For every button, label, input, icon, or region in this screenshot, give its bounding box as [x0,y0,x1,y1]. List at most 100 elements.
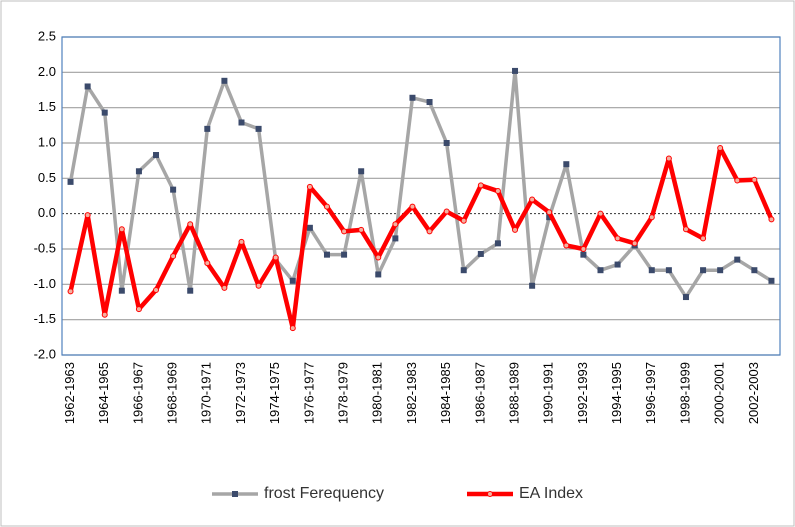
point-marker [597,210,604,217]
point-marker [460,267,467,274]
x-tick-label: 1976-1977 [301,362,316,424]
point-marker [717,144,724,151]
point-marker [477,182,484,189]
point-marker [358,168,365,175]
x-tick-label: 1986-1987 [472,362,487,424]
point-marker [409,203,416,210]
point-marker [187,287,194,294]
point-marker [648,214,655,221]
point-marker [443,140,450,146]
point-marker [341,251,348,258]
x-tick-label: 1962-1963 [62,362,77,424]
point-marker [84,83,91,90]
x-tick-label: 2000-2001 [712,362,727,424]
point-marker [665,267,672,274]
y-tick-label: -1.0 [34,276,56,291]
point-marker [768,216,775,223]
point-marker [204,260,211,267]
point-marker [306,224,313,231]
point-marker [682,294,689,301]
point-marker [529,282,536,289]
point-marker [118,226,125,233]
point-marker [341,228,348,235]
point-marker [512,67,519,74]
plot [67,67,775,332]
point-marker [768,277,775,284]
point-marker [546,209,553,216]
point-marker [682,226,689,233]
x-tick-label: 1968-1969 [165,362,180,424]
x-tick-label: 2002-2003 [746,362,761,424]
point-marker [700,267,707,274]
point-marker [443,208,450,215]
point-marker [392,221,399,228]
x-tick-label: 1980-1981 [370,362,385,424]
point-marker [580,251,587,258]
point-marker [546,214,553,221]
point-marker [358,226,365,233]
point-marker [375,254,382,261]
point-marker [153,152,160,159]
point-marker [238,119,245,126]
y-tick-label: -2.0 [34,346,56,361]
point-marker [631,240,638,247]
y-tick-label: 0.5 [38,170,56,185]
point-marker [255,282,262,289]
point-marker [597,267,604,274]
y-tick-label: 1.0 [38,134,56,149]
x-tick-label: 1992-1993 [575,362,590,424]
x-tick-label: 1964-1965 [96,362,111,424]
x-tick-label: 1994-1995 [609,362,624,424]
y-tick-label: -1.5 [34,311,56,326]
legend-marker [232,491,238,497]
point-marker [426,228,433,235]
legend: frost Ferequency EA Index [212,485,583,502]
point-marker [135,306,142,313]
point-marker [460,217,467,224]
x-tick-label: 1966-1967 [130,362,145,424]
point-marker [272,254,279,261]
y-tick-label: -0.5 [34,240,56,255]
y-tick-label: 2.5 [38,28,56,43]
point-marker [204,125,211,132]
point-marker [665,155,672,162]
point-marker [67,178,74,185]
x-tick-label: 1998-1999 [677,362,692,424]
point-marker [153,286,160,293]
point-marker [323,203,330,210]
point-marker [170,253,177,260]
legend-marker [487,491,493,497]
plot-border [61,36,781,356]
grid: -2.0 -1.5 -1.0 -0.5 0.0 0.5 1.0 1.5 2.0 2.5 1962-1… [34,28,780,424]
point-marker [187,221,194,228]
y-tick-label: 0.0 [38,205,56,220]
point-marker [221,77,228,84]
series-line [68,145,774,331]
point-marker [84,212,91,219]
point-marker [751,176,758,183]
point-marker [477,250,484,257]
x-tick-label: 1990-1991 [541,362,556,424]
point-marker [409,94,416,101]
legend-label: EA Index [519,485,583,502]
point-marker [580,246,587,252]
point-marker [101,109,108,116]
point-marker [170,186,177,193]
x-tick-label: 1988-1989 [506,362,521,424]
point-marker [375,271,382,278]
point-marker [494,188,501,195]
point-marker [255,125,262,132]
x-tick-label: 1970-1971 [199,362,214,424]
x-tick-label: 1996-1997 [643,362,658,424]
point-marker [563,161,570,168]
point-marker [238,238,245,245]
point-marker [614,235,621,242]
point-marker [717,267,724,274]
point-marker [563,242,570,249]
point-marker [426,99,433,106]
point-marker [700,235,707,242]
legend-label: frost Ferequency [264,485,384,502]
point-marker [751,267,758,274]
